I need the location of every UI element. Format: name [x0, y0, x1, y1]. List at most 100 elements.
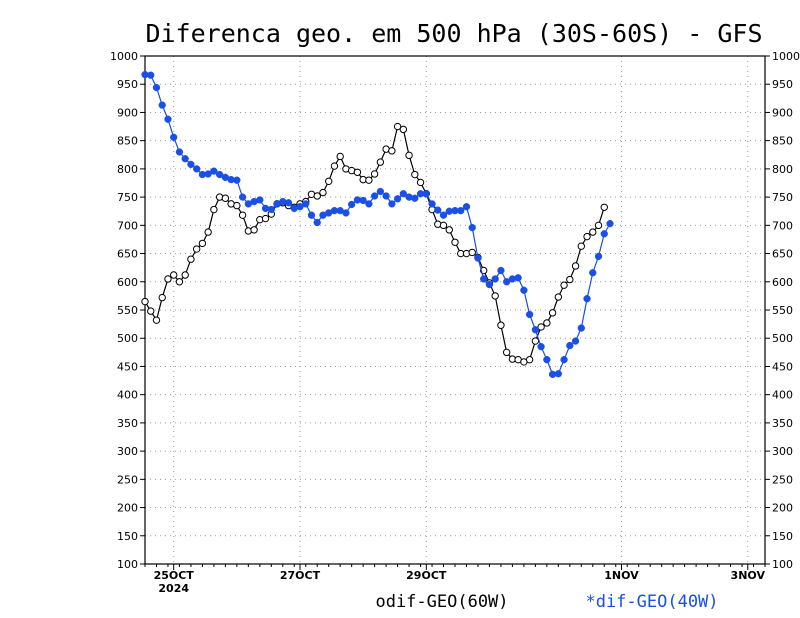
- chart-title: Diferenca geo. em 500 hPa (30S-60S) - GF…: [145, 19, 762, 48]
- y-tick-label-right: 250: [772, 473, 793, 486]
- x-tick-label: 25OCT: [154, 569, 195, 582]
- data-point-0: [571, 262, 580, 270]
- data-point-1: [485, 280, 494, 289]
- data-point-1: [302, 200, 310, 208]
- y-tick-label-left: 650: [117, 248, 138, 261]
- data-point-1: [525, 310, 534, 319]
- legend-entry-0: odif-GEO(60W): [375, 592, 508, 612]
- data-point-1: [256, 196, 264, 204]
- data-point-1: [365, 200, 373, 208]
- data-point-1: [600, 230, 608, 238]
- data-point-0: [147, 307, 155, 315]
- y-tick-label-left: 400: [117, 389, 138, 402]
- data-point-1: [606, 219, 614, 228]
- data-point-1: [170, 133, 178, 141]
- data-point-0: [525, 355, 534, 364]
- data-point-0: [158, 293, 166, 302]
- data-point-0: [365, 176, 373, 184]
- data-point-1: [497, 266, 505, 275]
- data-point-0: [319, 188, 327, 197]
- data-point-0: [497, 321, 505, 329]
- y-tick-label-right: 750: [772, 191, 793, 204]
- x-tick-label: 3NOV: [731, 569, 766, 582]
- data-point-1: [428, 200, 436, 208]
- y-tick-label-right: 1000: [772, 50, 800, 63]
- data-point-0: [560, 281, 568, 289]
- data-point-0: [233, 201, 241, 210]
- data-point-1: [537, 343, 545, 351]
- y-tick-label-right: 900: [772, 106, 793, 119]
- data-point-0: [353, 168, 362, 176]
- y-tick-label-left: 550: [117, 304, 138, 317]
- data-point-0: [261, 214, 270, 223]
- data-point-0: [187, 255, 195, 263]
- data-point-1: [307, 211, 316, 219]
- data-point-0: [600, 203, 608, 211]
- data-point-0: [468, 248, 476, 257]
- data-point-0: [388, 147, 396, 155]
- data-point-0: [411, 170, 419, 179]
- data-point-1: [393, 195, 402, 203]
- data-point-1: [388, 200, 396, 208]
- data-point-0: [566, 275, 574, 284]
- data-point-1: [370, 192, 379, 200]
- data-point-1: [342, 209, 350, 217]
- data-point-1: [187, 160, 195, 169]
- data-point-0: [445, 226, 453, 234]
- data-point-1: [376, 187, 385, 196]
- y-tick-label-right: 850: [772, 135, 793, 148]
- data-point-0: [548, 309, 557, 317]
- y-tick-label-right: 800: [772, 163, 793, 176]
- plot-frame: [144, 55, 766, 565]
- data-point-0: [491, 292, 499, 300]
- data-point-1: [399, 190, 407, 198]
- data-point-0: [221, 194, 230, 202]
- legend: odif-GEO(60W) *dif-GEO(40W): [375, 592, 718, 612]
- y-tick-label-left: 250: [117, 473, 138, 486]
- data-point-0: [181, 271, 189, 279]
- data-point-1: [589, 269, 597, 277]
- data-point-0: [577, 242, 585, 250]
- x-tick-label: 29OCT: [406, 569, 447, 582]
- x-tick-sublabel: 2024: [158, 582, 189, 595]
- data-point-1: [411, 194, 419, 202]
- data-point-1: [267, 205, 275, 214]
- data-point-1: [181, 155, 189, 163]
- data-point-0: [325, 177, 333, 186]
- y-tick-label-right: 600: [772, 276, 793, 289]
- data-point-0: [405, 151, 413, 160]
- y-tick-label-right: 700: [772, 219, 793, 232]
- data-point-0: [376, 158, 385, 166]
- data-point-1: [554, 370, 562, 378]
- data-point-1: [210, 167, 218, 175]
- legend-entry-1: *dif-GEO(40W): [585, 592, 718, 612]
- y-tick-label-left: 750: [117, 191, 138, 204]
- x-tick-label: 27OCT: [280, 569, 321, 582]
- data-point-0: [192, 245, 201, 253]
- y-tick-label-right: 500: [772, 332, 793, 345]
- y-tick-label-left: 350: [117, 417, 138, 430]
- y-tick-label-right: 150: [772, 530, 793, 543]
- y-tick-label-left: 950: [117, 78, 138, 91]
- y-tick-label-left: 100: [117, 558, 138, 571]
- data-point-1: [152, 83, 161, 92]
- data-point-0: [238, 211, 247, 219]
- data-point-0: [141, 297, 149, 306]
- data-point-1: [577, 324, 585, 332]
- data-point-1: [284, 199, 293, 207]
- data-point-1: [583, 295, 591, 303]
- data-point-1: [434, 206, 442, 214]
- data-point-0: [589, 228, 597, 236]
- y-tick-label-left: 450: [117, 360, 138, 373]
- data-point-1: [296, 203, 304, 211]
- y-tick-label-left: 850: [117, 135, 138, 148]
- data-point-1: [520, 286, 528, 294]
- data-point-0: [204, 228, 212, 236]
- data-point-1: [233, 176, 241, 184]
- data-point-0: [175, 278, 184, 286]
- y-tick-label-right: 950: [772, 78, 793, 91]
- data-point-0: [164, 275, 172, 283]
- data-point-1: [594, 252, 603, 261]
- y-tick-label-right: 350: [772, 417, 793, 430]
